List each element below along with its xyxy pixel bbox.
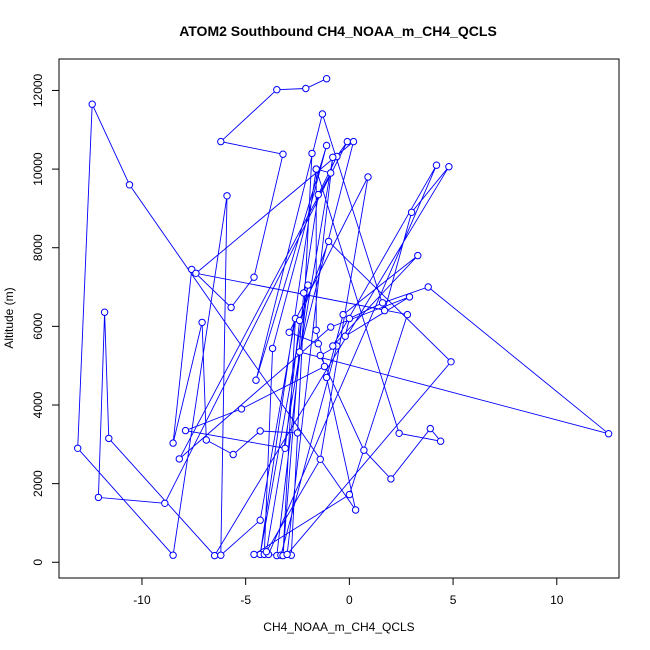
- plot-frame: [58, 58, 620, 579]
- data-point: [432, 161, 441, 169]
- y-tick-label: 8000: [31, 234, 45, 261]
- data-point: [329, 342, 337, 350]
- data-point: [268, 344, 277, 353]
- data-point: [181, 426, 190, 435]
- data-point: [304, 281, 312, 289]
- data-point: [300, 289, 308, 297]
- data-point: [447, 358, 455, 366]
- data-point: [604, 430, 613, 438]
- x-tick-label: 10: [550, 593, 564, 607]
- data-point: [405, 293, 414, 301]
- data-point: [256, 427, 264, 435]
- chart-title: ATOM2 Southbound CH4_NOAA_m_CH4_QCLS: [179, 23, 497, 39]
- data-point: [414, 251, 422, 260]
- data-point: [424, 283, 432, 291]
- data-point: [105, 434, 113, 443]
- data-point: [237, 405, 246, 413]
- data-point: [436, 437, 445, 445]
- data-point: [217, 137, 225, 146]
- y-tick-label: 10000: [31, 152, 45, 186]
- data-point: [312, 165, 320, 173]
- data-point: [100, 308, 109, 316]
- y-tick-label: 6000: [31, 313, 45, 340]
- data-point: [169, 439, 177, 447]
- x-tick-label: 0: [346, 593, 353, 607]
- data-point: [320, 362, 329, 371]
- data-point: [273, 86, 281, 94]
- data-point: [125, 181, 134, 189]
- data-point: [223, 192, 231, 200]
- data-point: [403, 310, 412, 319]
- data-point: [229, 450, 237, 459]
- data-point: [387, 475, 395, 483]
- data-point: [202, 436, 211, 444]
- data-point: [295, 348, 304, 356]
- data-point: [256, 516, 264, 524]
- y-tick-label: 4000: [31, 391, 45, 418]
- data-point: [312, 326, 320, 334]
- data-point: [345, 490, 354, 499]
- data-point: [169, 551, 177, 559]
- data-point: [302, 84, 310, 93]
- x-tick-label: -10: [133, 593, 151, 607]
- data-point: [250, 550, 258, 559]
- data-point: [426, 424, 434, 433]
- data-point: [339, 310, 347, 319]
- data-point: [94, 493, 103, 502]
- data-point: [314, 190, 322, 199]
- data-point: [293, 429, 302, 437]
- x-tick-label: 5: [450, 593, 457, 607]
- data-point: [210, 551, 219, 560]
- data-point: [395, 429, 403, 437]
- data-point: [345, 314, 354, 323]
- data-point: [351, 506, 360, 514]
- data-point: [445, 163, 453, 171]
- data-point: [227, 303, 235, 312]
- data-point: [364, 173, 372, 181]
- data-point: [283, 550, 291, 559]
- data-point: [318, 110, 327, 118]
- data-point: [343, 137, 351, 146]
- data-point: [349, 137, 358, 146]
- data-point: [192, 269, 200, 277]
- data-point: [329, 153, 337, 162]
- y-tick-label: 12000: [31, 73, 45, 107]
- data-point: [380, 306, 389, 315]
- data-point: [322, 373, 331, 382]
- data-point: [198, 318, 206, 327]
- data-point: [322, 141, 331, 150]
- data-point: [281, 444, 289, 452]
- x-tick-label: -5: [240, 593, 251, 607]
- data-point: [327, 169, 335, 177]
- data-point: [316, 455, 324, 463]
- data-point: [378, 299, 387, 307]
- data-point: [341, 332, 349, 340]
- y-tick-label: 0: [31, 559, 45, 566]
- data-point: [74, 444, 82, 452]
- data-point: [88, 100, 96, 108]
- data-point: [175, 455, 184, 463]
- y-axis-label: Altitude (m): [2, 287, 16, 348]
- y-tick-label: 2000: [31, 470, 45, 497]
- data-point: [295, 316, 304, 325]
- data-point: [279, 150, 287, 158]
- data-point: [327, 323, 335, 331]
- data-point: [322, 75, 331, 83]
- data-point: [316, 351, 324, 360]
- data-point: [360, 446, 368, 454]
- data-point: [285, 328, 293, 336]
- axes: -10 -5 0 5 10 0 2000 4000 6000 8000 10000 12000: [31, 73, 564, 607]
- data-point: [308, 149, 316, 158]
- data-point: [250, 273, 258, 281]
- series-points-group: [74, 75, 613, 560]
- data-point: [262, 548, 271, 556]
- data-point: [314, 340, 322, 348]
- data-point: [324, 237, 333, 246]
- x-axis-label: CH4_NOAA_m_CH4_QCLS: [263, 620, 414, 634]
- data-point: [161, 499, 169, 507]
- data-point: [217, 551, 225, 559]
- data-point: [252, 376, 260, 384]
- data-point: [407, 208, 416, 217]
